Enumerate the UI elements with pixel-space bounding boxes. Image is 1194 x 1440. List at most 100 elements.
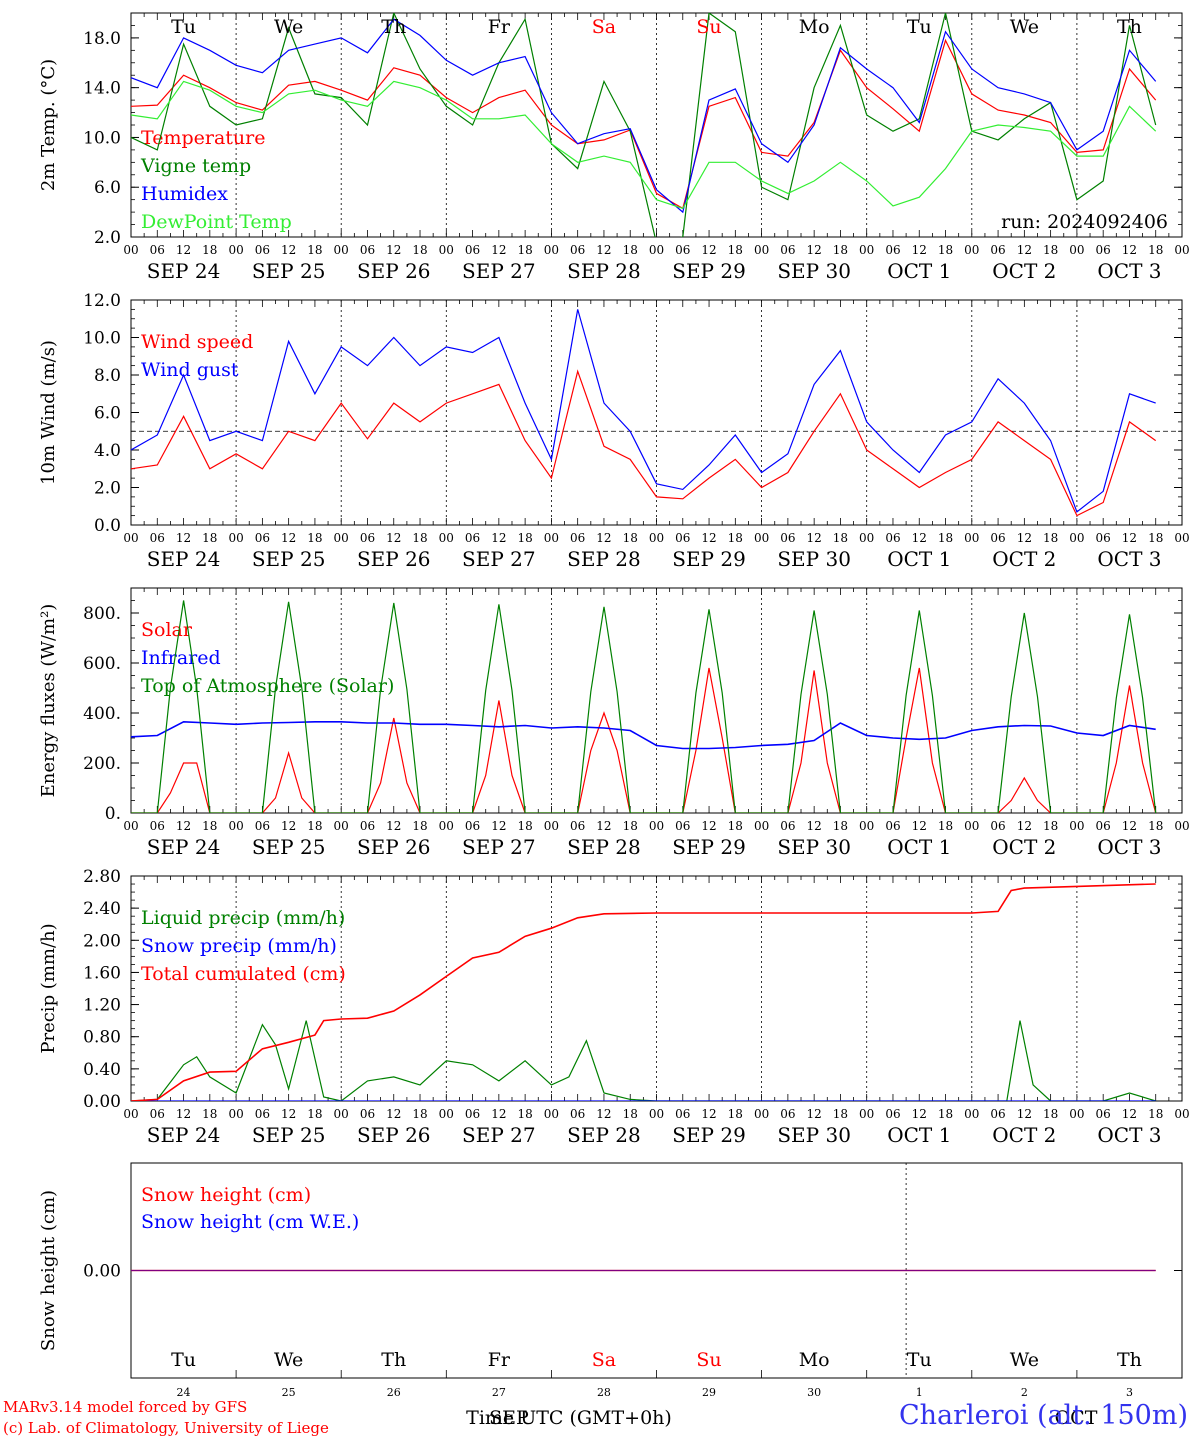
weekday-label: Th (381, 16, 406, 38)
y-axis-label: 10m Wind (m/s) (38, 340, 59, 485)
hour-tick-label: 06 (885, 531, 900, 545)
date-label: OCT 3 (1097, 259, 1161, 283)
hour-tick-label: 00 (544, 819, 559, 833)
date-label: SEP 25 (252, 1123, 326, 1147)
hour-tick-label: 00 (334, 819, 349, 833)
series-line-humidex (131, 18, 1157, 214)
hour-tick-label: 00 (1069, 243, 1084, 257)
hour-tick-label: 06 (990, 819, 1005, 833)
hour-tick-label: 12 (807, 531, 822, 545)
hour-tick-label: 12 (176, 1107, 191, 1121)
hour-tick-label: 18 (412, 243, 427, 257)
hour-tick-label: 18 (623, 1107, 638, 1121)
date-label: SEP 26 (357, 835, 431, 859)
y-tick-label: 12.0 (83, 291, 121, 311)
weekday-label: Su (696, 1349, 721, 1371)
hour-tick-label: 00 (964, 1107, 979, 1121)
date-label: SEP 25 (252, 547, 326, 571)
hour-tick-label: 18 (938, 243, 953, 257)
hour-tick-label: 00 (1069, 531, 1084, 545)
date-label: SEP 27 (462, 259, 536, 283)
hour-tick-label: 18 (728, 243, 743, 257)
time-axis-label: Time UTC (GMT+0h) (466, 1407, 672, 1429)
hour-tick-label: 00 (1069, 819, 1084, 833)
hour-tick-label: 12 (1017, 819, 1032, 833)
y-axis-label: Precip (mm/h) (38, 923, 59, 1053)
hour-tick-label: 12 (281, 243, 296, 257)
hour-tick-label: 12 (596, 243, 611, 257)
hour-tick-label: 00 (859, 1107, 874, 1121)
hour-tick-label: 18 (728, 531, 743, 545)
series-line-temperature (131, 38, 1157, 210)
hour-tick-label: 18 (307, 1107, 322, 1121)
date-label: SEP 24 (147, 547, 221, 571)
date-label: SEP 29 (672, 835, 746, 859)
y-axis-label: Energy fluxes (W/m²) (38, 604, 59, 798)
hour-tick-label: 06 (465, 1107, 480, 1121)
hour-tick-label: 06 (990, 531, 1005, 545)
hour-tick-label: 06 (255, 1107, 270, 1121)
hour-tick-label: 00 (123, 531, 138, 545)
y-axis-label: Snow height (cm) (38, 1190, 59, 1351)
y-tick-label: 18.0 (83, 29, 121, 49)
hour-tick-label: 06 (780, 243, 795, 257)
date-label: SEP 30 (777, 835, 851, 859)
date-label: OCT 3 (1097, 547, 1161, 571)
hour-tick-label: 12 (701, 1107, 716, 1121)
hour-tick-label: 12 (701, 243, 716, 257)
y-tick-label: 0.80 (83, 1028, 121, 1048)
hour-tick-label: 00 (754, 819, 769, 833)
hour-tick-label: 06 (465, 531, 480, 545)
date-number-label: 27 (492, 1386, 506, 1399)
date-label: SEP 27 (462, 1123, 536, 1147)
hour-tick-label: 06 (675, 531, 690, 545)
date-label: OCT 1 (887, 259, 951, 283)
y-tick-label: 600. (83, 654, 121, 674)
weekday-label: We (274, 1349, 303, 1371)
hour-tick-label: 18 (1043, 1107, 1058, 1121)
hour-tick-label: 06 (255, 531, 270, 545)
hour-tick-label: 06 (150, 819, 165, 833)
y-tick-label: 200. (83, 754, 121, 774)
hour-tick-label: 12 (386, 1107, 401, 1121)
date-label: SEP 28 (567, 547, 641, 571)
date-label: OCT 1 (887, 547, 951, 571)
weekday-label: We (1010, 16, 1039, 38)
date-label: SEP 30 (777, 1123, 851, 1147)
hour-tick-label: 18 (517, 1107, 532, 1121)
hour-tick-label: 06 (255, 819, 270, 833)
hour-tick-label: 00 (544, 1107, 559, 1121)
hour-tick-label: 12 (912, 531, 927, 545)
date-label: SEP 29 (672, 547, 746, 571)
weekday-label: Fr (488, 1349, 511, 1371)
hour-tick-label: 06 (150, 243, 165, 257)
hour-tick-label: 18 (412, 1107, 427, 1121)
y-tick-label: 2.80 (83, 867, 121, 887)
lab-credit: (c) Lab. of Climatology, University of L… (3, 1419, 329, 1437)
hour-tick-label: 00 (228, 243, 243, 257)
hour-tick-label: 00 (334, 531, 349, 545)
series-line-wind-gust (131, 309, 1156, 513)
y-tick-label: 2.40 (83, 899, 121, 919)
legend-entry: Snow height (cm W.E.) (141, 1211, 359, 1233)
hour-tick-label: 06 (570, 1107, 585, 1121)
hour-tick-label: 12 (176, 531, 191, 545)
date-label: OCT 1 (887, 1123, 951, 1147)
date-number-label: 3 (1126, 1386, 1133, 1399)
y-tick-label: 800. (83, 604, 121, 624)
hour-tick-label: 00 (964, 819, 979, 833)
hour-tick-label: 18 (517, 819, 532, 833)
hour-tick-label: 00 (859, 243, 874, 257)
date-label: SEP 27 (462, 547, 536, 571)
hour-tick-label: 06 (675, 243, 690, 257)
hour-tick-label: 06 (780, 819, 795, 833)
hour-tick-label: 12 (281, 1107, 296, 1121)
run-label: run: 2024092406 (1001, 211, 1168, 233)
date-label: SEP 25 (252, 259, 326, 283)
hour-tick-label: 06 (570, 243, 585, 257)
legend-entry: Solar (141, 619, 193, 641)
series-line-solar (131, 667, 1157, 813)
hour-tick-label: 18 (412, 819, 427, 833)
hour-tick-label: 00 (1174, 531, 1189, 545)
weekday-label: Sa (592, 16, 616, 38)
